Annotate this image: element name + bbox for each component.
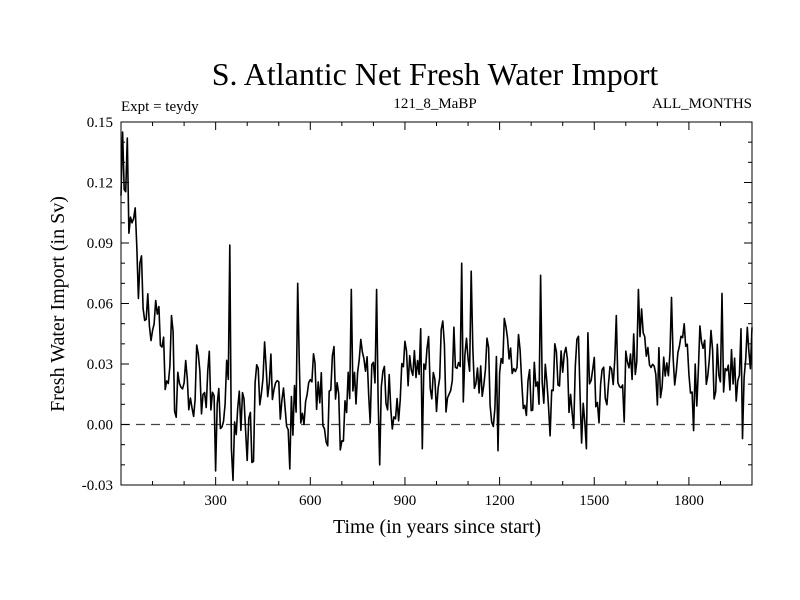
- scenario-label: 121_8_MaBP: [393, 96, 476, 112]
- x-tick-label: 900: [394, 493, 417, 509]
- plot-area: 300 600 900 1200 1500 1800 -0.03 0.00 0.03 0.06 0.…: [82, 115, 753, 509]
- chart-title: S. Atlantic Net Fresh Water Import: [212, 56, 659, 92]
- x-tick-label: 1500: [579, 493, 609, 509]
- x-tick-label: 1200: [485, 493, 515, 509]
- plot-frame: [120, 121, 753, 486]
- y-tick-label: 0.00: [87, 418, 113, 434]
- y-tick-label: 0.12: [87, 176, 113, 192]
- y-tick-label: 0.09: [87, 236, 113, 252]
- y-axis-label: Fresh Water Import (in Sv): [47, 196, 69, 412]
- experiment-label: Expt = teydy: [121, 99, 199, 115]
- months-label: ALL_MONTHS: [652, 96, 752, 112]
- y-tick-label: 0.03: [87, 357, 113, 373]
- y-tick-label: 0.06: [87, 297, 114, 313]
- x-tick-label: 300: [204, 493, 227, 509]
- series-line-0: [120, 131, 753, 482]
- x-tick-label: 600: [299, 493, 322, 509]
- y-tick-label: 0.15: [87, 115, 113, 131]
- y-tick-label: -0.03: [82, 478, 113, 494]
- x-tick-label: 1800: [674, 493, 704, 509]
- x-axis-label: Time (in years since start): [333, 516, 541, 538]
